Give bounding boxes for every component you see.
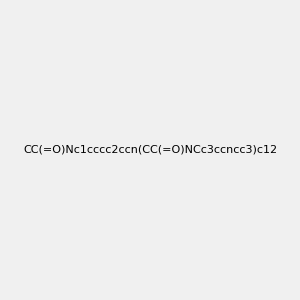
- Text: CC(=O)Nc1cccc2ccn(CC(=O)NCc3ccncc3)c12: CC(=O)Nc1cccc2ccn(CC(=O)NCc3ccncc3)c12: [23, 145, 277, 155]
